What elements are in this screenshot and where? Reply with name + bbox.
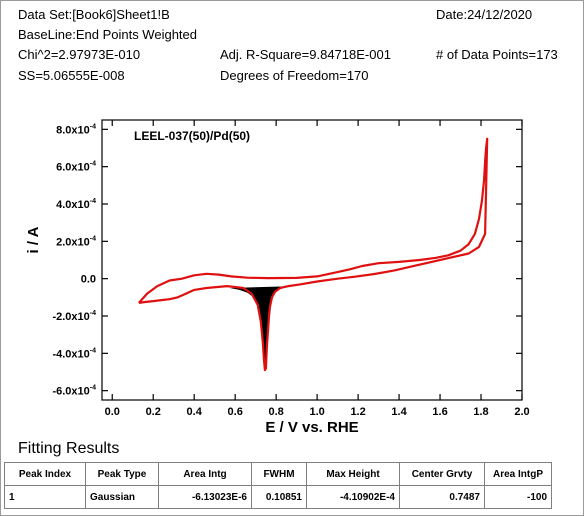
table-header-row: Peak Index Peak Type Area Intg FWHM Max … — [4, 462, 552, 486]
y-tick-label: 8.0x10-4 — [56, 123, 96, 136]
col-fwhm: FWHM — [251, 462, 307, 486]
y-axis-ticks: 8.0x10-4 6.0x10-4 4.0x10-4 2.0x10-4 0.0 -2.0x… — [52, 123, 522, 398]
baseline-label: BaseLine:End Points Weighted — [18, 27, 197, 42]
dataset-label: Data Set:[Book6]Sheet1!B — [18, 7, 170, 22]
date-label: Date:24/12/2020 — [436, 7, 533, 22]
y-tick-label: -4.0x10-4 — [52, 347, 96, 360]
x-axis-label: E / V vs. RHE — [265, 419, 358, 436]
cv-series-line — [138, 137, 489, 372]
cell-max-height: -4.10902E-4 — [306, 485, 400, 509]
x-tick-label: 1.2 — [350, 406, 365, 418]
x-tick-label: 0.2 — [146, 406, 161, 418]
y-tick-label: 6.0x10-4 — [56, 161, 96, 174]
x-tick-label: 0.0 — [105, 406, 120, 418]
y-tick-label: 0.0 — [81, 274, 96, 286]
x-tick-label: 1.6 — [432, 406, 447, 418]
cell-fwhm: 0.10851 — [251, 485, 307, 509]
chi2-label: Chi^2=2.97973E-010 — [18, 47, 141, 62]
col-center-grvty: Center Grvty — [399, 462, 485, 486]
y-tick-label: -6.0x10-4 — [52, 385, 96, 398]
cell-peak-index: 1 — [4, 485, 86, 509]
x-tick-label: 1.8 — [473, 406, 488, 418]
x-tick-label: 0.8 — [268, 406, 283, 418]
y-tick-label: 2.0x10-4 — [56, 235, 96, 248]
col-peak-index: Peak Index — [4, 462, 86, 486]
x-tick-label: 1.4 — [391, 406, 407, 418]
ss-label: SS=5.06555E-008 — [18, 68, 125, 83]
cell-peak-type: Gaussian — [85, 485, 159, 509]
cell-area-intgp: -100 — [484, 485, 552, 509]
cv-chart: 8.0x10-4 6.0x10-4 4.0x10-4 2.0x10-4 0.0 -2.0x… — [25, 119, 530, 436]
x-axis-ticks: 0.0 0.2 0.4 0.6 0.8 1.0 1.2 1.4 1.6 1.8 2.0 — [105, 120, 530, 418]
plot-frame — [101, 119, 523, 401]
col-max-height: Max Height — [306, 462, 400, 486]
table-row: 1 Gaussian -6.13023E-6 0.10851 -4.10902E… — [4, 485, 552, 509]
fitting-results-table: Peak Index Peak Type Area Intg FWHM Max … — [4, 462, 552, 509]
chart-title: LEEL-037(50)/Pd(50) — [134, 129, 250, 143]
y-tick-label: 4.0x10-4 — [56, 198, 96, 211]
adj-r2-label: Adj. R-Square=9.84718E-001 — [220, 47, 391, 62]
col-area-intg: Area Intg — [158, 462, 252, 486]
dof-label: Degrees of Freedom=170 — [220, 68, 369, 83]
y-axis-label: i / A — [25, 226, 42, 253]
col-area-intgp: Area IntgP — [484, 462, 552, 486]
x-tick-label: 1.0 — [309, 406, 324, 418]
col-peak-type: Peak Type — [85, 462, 159, 486]
x-tick-label: 0.6 — [228, 406, 243, 418]
x-tick-label: 2.0 — [514, 406, 529, 418]
x-tick-label: 0.4 — [187, 406, 203, 418]
y-tick-label: -2.0x10-4 — [52, 310, 96, 323]
cell-center-grvty: 0.7487 — [399, 485, 485, 509]
data-points-label: # of Data Points=173 — [436, 47, 558, 62]
fitting-results-title: Fitting Results — [18, 440, 120, 457]
cell-area-intg: -6.13023E-6 — [158, 485, 252, 509]
